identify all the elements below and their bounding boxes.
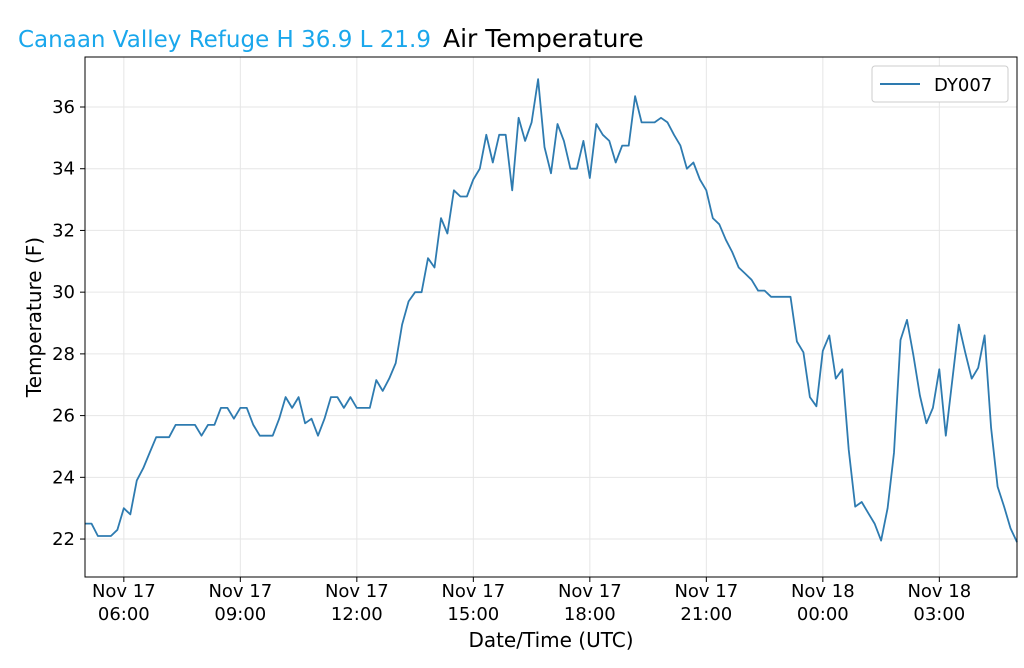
y-tick-label: 24 — [52, 467, 75, 488]
x-tick-time: 00:00 — [797, 604, 849, 625]
y-tick-label: 34 — [52, 159, 75, 180]
chart-title: Air Temperature — [443, 24, 644, 53]
legend-label: DY007 — [934, 75, 992, 96]
legend-box — [871, 65, 1009, 103]
x-tick-time: 09:00 — [214, 604, 266, 625]
x-tick-date: Nov 18 — [907, 581, 971, 602]
y-tick-label: 30 — [52, 282, 75, 303]
x-tick-time: 06:00 — [98, 604, 150, 625]
x-tick-date: Nov 17 — [441, 581, 505, 602]
station-title: Canaan Valley Refuge H 36.9 L 21.9 — [18, 27, 431, 53]
x-tick-date: Nov 17 — [674, 581, 738, 602]
x-axis-label: Date/Time (UTC) — [468, 628, 633, 652]
series-line-dy007 — [85, 78, 1018, 543]
legend: DY007 — [871, 65, 1009, 103]
x-tick-time: 12:00 — [331, 604, 383, 625]
y-tick-label: 26 — [52, 406, 75, 427]
x-tick-time: 21:00 — [680, 604, 732, 625]
plot-frame — [84, 56, 1018, 578]
x-tick-date: Nov 18 — [791, 581, 855, 602]
x-tick-time: 15:00 — [447, 604, 499, 625]
x-tick-date: Nov 17 — [208, 581, 272, 602]
y-tick-label: 32 — [52, 220, 75, 241]
y-axis-label: Temperature (F) — [22, 237, 46, 398]
y-tick-label: 22 — [52, 529, 75, 550]
x-tick-time: 03:00 — [913, 604, 965, 625]
x-tick-time: 18:00 — [564, 604, 616, 625]
x-tick-date: Nov 17 — [325, 581, 389, 602]
grid — [85, 57, 1017, 577]
y-tick-label: 28 — [52, 344, 75, 365]
y-tick-label: 36 — [52, 97, 75, 118]
x-tick-date: Nov 17 — [558, 581, 622, 602]
x-tick-date: Nov 17 — [92, 581, 156, 602]
